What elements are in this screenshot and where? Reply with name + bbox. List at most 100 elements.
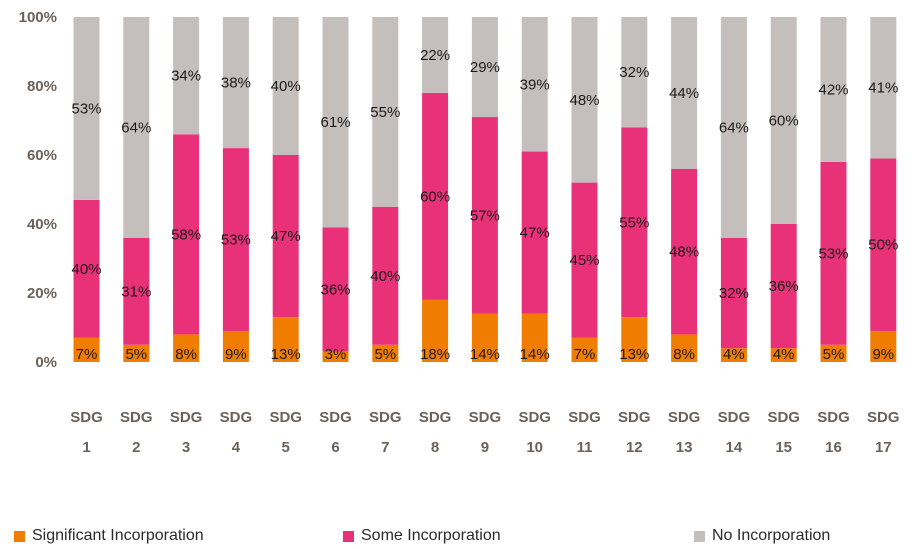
y-tick-label: 20%: [27, 285, 57, 302]
data-label: 22%: [420, 47, 450, 64]
x-tick-label: 10: [526, 439, 543, 456]
y-axis: 0% 20% 40% 60% 80% 100%: [19, 9, 57, 371]
bar-segment: [322, 351, 349, 362]
data-label: 44%: [669, 85, 699, 102]
bar-segment: [272, 155, 299, 318]
bar-segment: [621, 17, 648, 128]
bar-segment: [720, 17, 747, 238]
data-label: 3%: [325, 346, 347, 363]
data-label: 40%: [271, 78, 301, 95]
data-label: 53%: [221, 232, 251, 249]
y-tick-label: 80%: [27, 78, 57, 95]
data-label: 5%: [125, 346, 147, 363]
x-tick-label: SDG: [767, 409, 800, 426]
bar-segment: [720, 348, 747, 362]
bar-segment: [770, 17, 797, 224]
x-tick-label: 8: [431, 439, 439, 456]
x-tick-label: SDG: [867, 409, 900, 426]
stacked-bar-chart: 0%20%40%60%80%100% 7%40%53%5%31%64%8%58%…: [19, 9, 900, 456]
bar-segment: [372, 206, 399, 345]
legend-item: Some Incorporation: [343, 527, 501, 545]
y-tick-label: 60%: [27, 147, 57, 164]
bar-segment: [820, 344, 847, 362]
data-label: 4%: [773, 346, 795, 363]
data-label: 57%: [470, 207, 500, 224]
bar-segment: [621, 127, 648, 318]
data-label: 5%: [823, 346, 845, 363]
y-tick-label: 40%: [27, 216, 57, 233]
x-tick-label: SDG: [568, 409, 601, 426]
x-tick-label: 11: [577, 439, 593, 456]
bar-segment: [173, 334, 200, 362]
x-tick-label: SDG: [170, 409, 203, 426]
legend-label: Some Incorporation: [361, 527, 501, 544]
x-tick-label: 14: [726, 439, 743, 456]
data-label: 9%: [872, 346, 894, 363]
data-label: 34%: [171, 68, 201, 85]
x-tick-label: SDG: [319, 409, 352, 426]
bar-segment: [571, 17, 598, 183]
bar-segment: [222, 148, 249, 331]
bar-segment: [272, 17, 299, 155]
data-label: 9%: [225, 346, 247, 363]
legend-label: No Incorporation: [712, 527, 831, 544]
x-tick-label: 12: [626, 439, 643, 456]
data-label: 36%: [320, 282, 350, 299]
bar-segment: [720, 237, 747, 349]
x-tick-label: SDG: [817, 409, 850, 426]
legend-label: Significant Incorporation: [32, 527, 204, 544]
data-label: 47%: [271, 228, 301, 245]
bar-segment: [222, 17, 249, 149]
data-label: 41%: [868, 80, 898, 97]
bar-segment: [322, 227, 349, 352]
bar-segment: [770, 224, 797, 349]
data-label: 53%: [818, 245, 848, 262]
data-label: 8%: [673, 346, 695, 363]
bar-segment: [521, 151, 548, 314]
x-tick-label: SDG: [369, 409, 402, 426]
data-label: 40%: [370, 268, 400, 285]
bar-segment: [123, 237, 150, 345]
bar-segment: [671, 168, 698, 335]
legend-swatch: [694, 530, 705, 542]
bar-segment: [422, 92, 449, 300]
data-label: 48%: [669, 244, 699, 261]
bar-segment: [322, 17, 349, 228]
bars: [73, 17, 897, 362]
bar-segment: [870, 330, 897, 362]
bar-segment: [471, 313, 498, 362]
bar-segment: [671, 17, 698, 169]
data-label: 58%: [171, 226, 201, 243]
data-label: 60%: [769, 113, 799, 130]
x-tick-label: 1: [82, 439, 90, 456]
legend-item: No Incorporation: [694, 527, 830, 545]
x-tick-label: 16: [825, 439, 842, 456]
bar-segment: [123, 17, 150, 238]
data-label: 7%: [574, 346, 596, 363]
bar-segment: [173, 134, 200, 335]
bar-segment: [73, 337, 100, 362]
x-tick-label: 15: [775, 439, 792, 456]
data-label: 4%: [723, 346, 745, 363]
bar-segment: [770, 348, 797, 362]
legend-swatch: [343, 530, 354, 542]
bar-segment: [671, 334, 698, 362]
bar-segment: [73, 199, 100, 338]
bar-segment: [422, 17, 449, 93]
x-tick-label: 6: [331, 439, 339, 456]
y-tick-label: 0%: [35, 354, 57, 371]
x-tick-label: SDG: [220, 409, 253, 426]
bar-segment: [372, 17, 399, 207]
bar-segment: [521, 17, 548, 152]
data-label: 64%: [121, 119, 151, 136]
data-label: 5%: [374, 346, 396, 363]
data-label: 61%: [320, 114, 350, 131]
legend-item: Significant Incorporation: [14, 527, 204, 545]
x-tick-label: 17: [875, 439, 892, 456]
x-tick-label: 4: [232, 439, 241, 456]
bar-segment: [422, 299, 449, 362]
data-label: 40%: [71, 261, 101, 278]
x-tick-label: SDG: [718, 409, 751, 426]
bar-segment: [820, 17, 847, 162]
x-tick-label: SDG: [618, 409, 651, 426]
